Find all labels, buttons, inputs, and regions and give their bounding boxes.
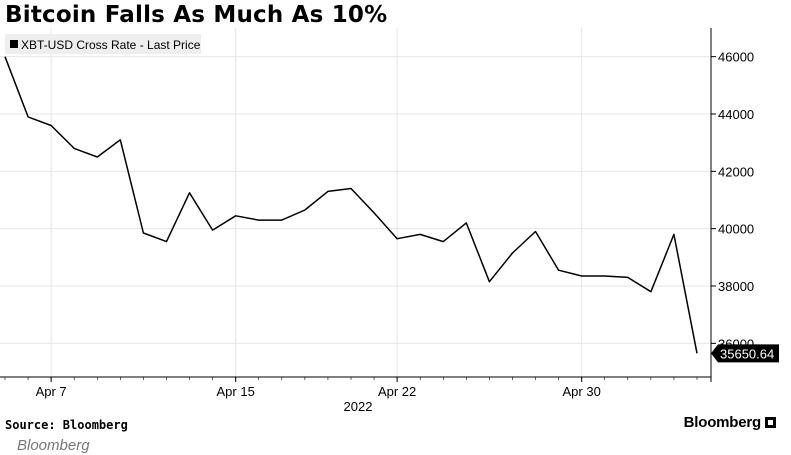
x-tick-label: Apr 30 bbox=[563, 384, 601, 399]
x-tick-labels: Apr 7 Apr 15 Apr 22 Apr 30 2022 bbox=[36, 384, 601, 412]
legend-box bbox=[5, 34, 201, 54]
x-tick-label: Apr 7 bbox=[36, 384, 67, 399]
source-note: Source: Bloomberg bbox=[5, 418, 128, 432]
chart-title: Bitcoin Falls As Much As 10% bbox=[5, 2, 388, 28]
x-tick-label: Apr 15 bbox=[217, 384, 255, 399]
last-value-text: 35650.64 bbox=[720, 346, 774, 361]
image-caption: Bloomberg bbox=[17, 437, 90, 454]
y-tick-label: 40000 bbox=[718, 222, 754, 237]
x-tick-label: Apr 22 bbox=[378, 384, 416, 399]
brand-logo-icon bbox=[765, 417, 776, 428]
grid-lines bbox=[0, 28, 711, 380]
x-axis-title: 2022 bbox=[344, 399, 373, 412]
legend-swatch bbox=[10, 40, 18, 48]
legend: XBT-USD Cross Rate - Last Price bbox=[5, 34, 201, 54]
legend-label: XBT-USD Cross Rate - Last Price bbox=[21, 38, 201, 52]
y-tick-label: 38000 bbox=[718, 279, 754, 294]
y-tick-label: 44000 bbox=[718, 107, 754, 122]
y-tick-label: 46000 bbox=[718, 50, 754, 65]
last-value-label: 35650.64 bbox=[711, 344, 779, 363]
axes bbox=[0, 28, 716, 382]
y-tick-label: 42000 bbox=[718, 164, 754, 179]
last-value-tag bbox=[711, 344, 779, 363]
brand-logo-text: Bloomberg bbox=[683, 414, 762, 431]
series-line bbox=[4, 56, 698, 354]
